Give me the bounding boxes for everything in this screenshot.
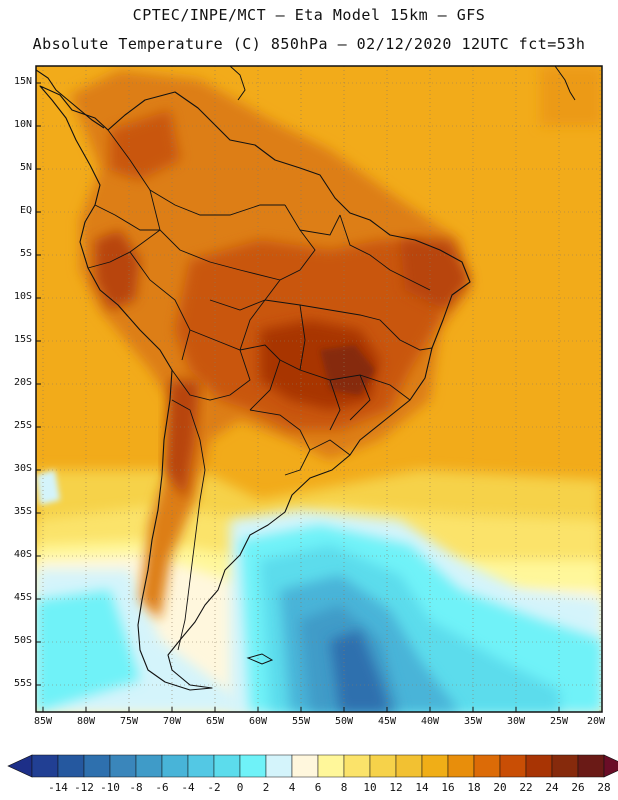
colorbar-tick-label: 28 — [597, 781, 611, 794]
colorbar-tick-label: -6 — [155, 781, 169, 794]
lon-label: 80W — [76, 716, 96, 727]
colorbar-tick-label: 16 — [441, 781, 455, 794]
colorbar-swatch — [343, 754, 371, 778]
colorbar-tick-label: 4 — [288, 781, 296, 794]
colorbar-swatch — [57, 754, 85, 778]
lon-label: 20W — [586, 716, 606, 727]
colorbar-swatch — [135, 754, 163, 778]
lon-label: 25W — [549, 716, 569, 727]
map-frame — [35, 65, 603, 713]
title-line-2: Absolute Temperature (C) 850hPa – 02/12/… — [32, 35, 586, 53]
title-line-1: CPTEC/INPE/MCT – Eta Model 15km – GFS — [132, 6, 486, 24]
lon-label: 30W — [506, 716, 526, 727]
colorbar — [7, 754, 618, 778]
field-cold-west — [36, 570, 602, 712]
lat-label: 10S — [13, 291, 32, 302]
colorbar-high-arrow — [603, 754, 618, 778]
colorbar-tick-label: 8 — [340, 781, 348, 794]
lon-label: 55W — [291, 716, 311, 727]
lat-label: 10N — [13, 119, 32, 130]
lon-label: 45W — [377, 716, 397, 727]
colorbar-swatch — [31, 754, 59, 778]
lat-label: 35S — [13, 506, 32, 517]
colorbar-tick-label: -12 — [74, 781, 94, 794]
lat-label: 25S — [13, 420, 32, 431]
colorbar-swatch — [291, 754, 319, 778]
colorbar-swatch — [551, 754, 579, 778]
colorbar-swatch — [525, 754, 553, 778]
lon-label: 50W — [334, 716, 354, 727]
colorbar-tick-label: 12 — [389, 781, 403, 794]
colorbar-tick-label: -4 — [181, 781, 195, 794]
south-america-coastline — [39, 85, 471, 691]
lat-label: 45S — [13, 592, 32, 603]
colorbar-swatch — [317, 754, 345, 778]
colorbar-tick-label: 22 — [519, 781, 533, 794]
colorbar-tick-label: 0 — [236, 781, 244, 794]
colorbar-tick-label: 26 — [571, 781, 585, 794]
map-field — [36, 66, 602, 712]
colorbar-swatch — [213, 754, 241, 778]
lon-label: 85W — [33, 716, 53, 727]
lat-label: 15N — [13, 76, 32, 87]
lon-label: 65W — [205, 716, 225, 727]
lat-label: 30S — [13, 463, 32, 474]
field-land-hottest — [320, 345, 375, 395]
colorbar-swatch — [369, 754, 397, 778]
lat-label: 15S — [13, 334, 32, 345]
lat-label: EQ — [19, 205, 32, 216]
lat-label: 5S — [19, 248, 32, 259]
central-america-coastline — [36, 69, 105, 129]
colorbar-tick-label: 2 — [262, 781, 270, 794]
colorbar-tick-label: 24 — [545, 781, 559, 794]
colorbar-tick-label: -2 — [207, 781, 221, 794]
colorbar-low-arrow — [7, 754, 33, 778]
lat-label: 20S — [13, 377, 32, 388]
falkland-islands — [246, 653, 274, 665]
colorbar-tick-label: -10 — [100, 781, 120, 794]
colorbar-tick-label: -8 — [129, 781, 143, 794]
colorbar-tick-label: 6 — [314, 781, 322, 794]
lon-label: 60W — [248, 716, 268, 727]
lon-label: 70W — [162, 716, 182, 727]
colorbar-tick-label: 20 — [493, 781, 507, 794]
lat-label: 40S — [13, 549, 32, 560]
lon-label: 75W — [119, 716, 139, 727]
lat-label: 50S — [13, 635, 32, 646]
colorbar-swatch — [421, 754, 449, 778]
colorbar-swatch — [265, 754, 293, 778]
colorbar-tick-label: -14 — [48, 781, 68, 794]
colorbar-swatch — [83, 754, 111, 778]
colorbar-swatch — [109, 754, 137, 778]
colorbar-swatch — [577, 754, 605, 778]
colorbar-swatch — [239, 754, 267, 778]
colorbar-swatch — [161, 754, 189, 778]
colorbar-swatch — [187, 754, 215, 778]
country-borders — [87, 129, 433, 651]
colorbar-swatch — [473, 754, 501, 778]
lon-label: 35W — [463, 716, 483, 727]
colorbar-swatch — [395, 754, 423, 778]
colorbar-swatch — [447, 754, 475, 778]
colorbar-swatch — [499, 754, 527, 778]
lon-label: 40W — [420, 716, 440, 727]
lat-label: 55S — [13, 678, 32, 689]
colorbar-tick-label: 14 — [415, 781, 429, 794]
axis-ticks — [36, 82, 560, 712]
colorbar-tick-label: 18 — [467, 781, 481, 794]
colorbar-tick-label: 10 — [363, 781, 377, 794]
lat-label: 5N — [19, 162, 32, 173]
